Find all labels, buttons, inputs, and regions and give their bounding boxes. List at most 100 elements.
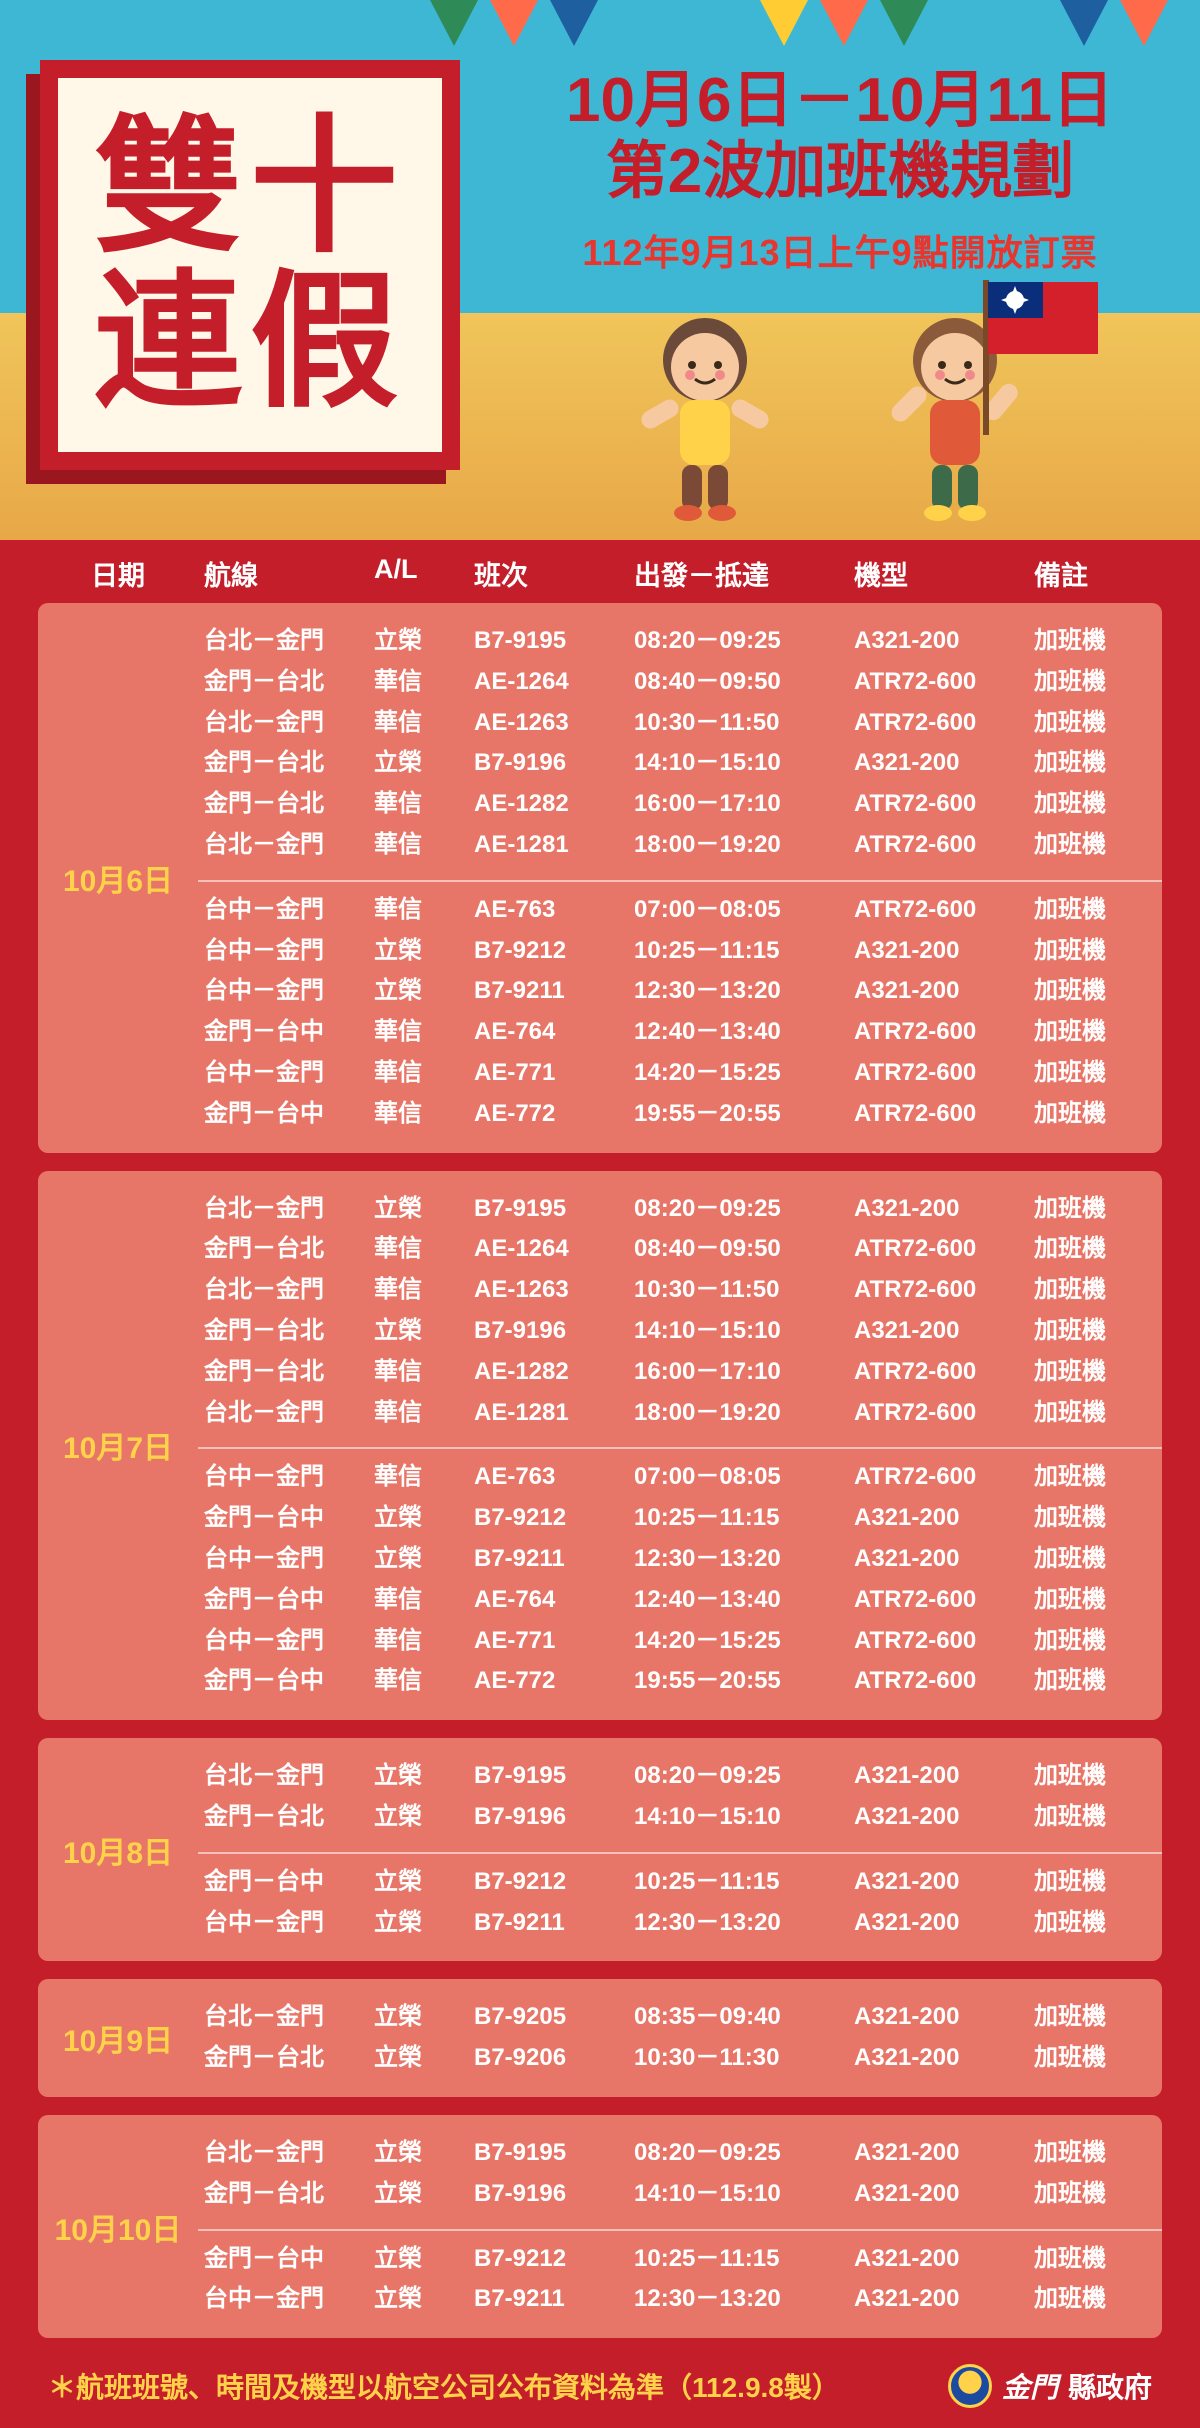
cell-route: 金門－台北	[198, 662, 368, 703]
cell-model: A321-200	[848, 2239, 1028, 2280]
cell-route: 金門－台北	[198, 1797, 368, 1838]
pennant-icon	[1120, 0, 1168, 46]
table-row: 台中－金門華信AE-77114:20－15:25ATR72-600加班機	[198, 1053, 1162, 1094]
cell-al: 華信	[368, 1457, 468, 1498]
cell-model: ATR72-600	[848, 1580, 1028, 1621]
table-row: 金門－台北立榮B7-919614:10－15:10A321-200加班機	[198, 2174, 1162, 2215]
cell-al: 立榮	[368, 743, 468, 784]
cell-al: 華信	[368, 784, 468, 825]
cell-route: 台北－金門	[198, 621, 368, 662]
cell-route: 台中－金門	[198, 2279, 368, 2320]
cell-time: 08:20－09:25	[628, 2133, 848, 2174]
cell-model: A321-200	[848, 2133, 1028, 2174]
cell-route: 金門－台北	[198, 2038, 368, 2079]
cell-al: 華信	[368, 1352, 468, 1393]
cell-note: 加班機	[1028, 2133, 1158, 2174]
cell-al: 華信	[368, 825, 468, 866]
col-date: 日期	[38, 554, 198, 593]
cell-al: 立榮	[368, 2133, 468, 2174]
table-row: 金門－台北立榮B7-919614:10－15:10A321-200加班機	[198, 1311, 1162, 1352]
cell-model: A321-200	[848, 743, 1028, 784]
cell-time: 12:30－13:20	[628, 2279, 848, 2320]
cell-model: A321-200	[848, 1862, 1028, 1903]
cell-flight: AE-771	[468, 1053, 628, 1094]
table-row: 台中－金門華信AE-77114:20－15:25ATR72-600加班機	[198, 1621, 1162, 1662]
cell-model: ATR72-600	[848, 703, 1028, 744]
table-row: 金門－台北華信AE-126408:40－09:50ATR72-600加班機	[198, 662, 1162, 703]
col-note: 備註	[1028, 554, 1158, 593]
cell-al: 立榮	[368, 1189, 468, 1230]
cell-note: 加班機	[1028, 1012, 1158, 1053]
cell-time: 14:10－15:10	[628, 743, 848, 784]
flight-groups: 台北－金門立榮B7-919508:20－09:25A321-200加班機金門－台…	[198, 1738, 1162, 1961]
cell-model: ATR72-600	[848, 784, 1028, 825]
cell-note: 加班機	[1028, 1498, 1158, 1539]
cell-time: 18:00－19:20	[628, 825, 848, 866]
cell-flight: B7-9211	[468, 1539, 628, 1580]
cell-al: 立榮	[368, 1797, 468, 1838]
pennant-icon	[1060, 0, 1108, 46]
cell-time: 08:20－09:25	[628, 621, 848, 662]
title-card: 雙十 連假	[40, 60, 460, 470]
table-header: 日期 航線 A/L 班次 出發－抵達 機型 備註	[38, 540, 1162, 603]
cell-flight: AE-1263	[468, 703, 628, 744]
date-label: 10月8日	[38, 1738, 198, 1961]
cell-flight: B7-9211	[468, 971, 628, 1012]
cell-flight: B7-9196	[468, 1797, 628, 1838]
pennant-icon	[880, 0, 928, 46]
cell-al: 華信	[368, 1229, 468, 1270]
flight-group: 台北－金門立榮B7-919508:20－09:25A321-200加班機金門－台…	[198, 1748, 1162, 1846]
cell-flight: AE-1282	[468, 784, 628, 825]
date-label: 10月9日	[38, 1979, 198, 2097]
cell-model: A321-200	[848, 621, 1028, 662]
cell-time: 19:55－20:55	[628, 1661, 848, 1702]
cell-note: 加班機	[1028, 621, 1158, 662]
cell-model: A321-200	[848, 1189, 1028, 1230]
day-card: 10月10日台北－金門立榮B7-919508:20－09:25A321-200加…	[38, 2115, 1162, 2338]
cell-route: 金門－台北	[198, 784, 368, 825]
cell-al: 立榮	[368, 1498, 468, 1539]
cell-route: 台中－金門	[198, 1539, 368, 1580]
cell-model: ATR72-600	[848, 825, 1028, 866]
cell-flight: B7-9205	[468, 1997, 628, 2038]
cell-route: 台中－金門	[198, 1053, 368, 1094]
cell-time: 14:20－15:25	[628, 1621, 848, 1662]
cell-time: 08:40－09:50	[628, 662, 848, 703]
cell-flight: AE-772	[468, 1094, 628, 1135]
cell-model: A321-200	[848, 971, 1028, 1012]
table-row: 台中－金門立榮B7-921112:30－13:20A321-200加班機	[198, 971, 1162, 1012]
cell-route: 台北－金門	[198, 1189, 368, 1230]
pennant-icon	[490, 0, 538, 46]
headline-line2: 第2波加班機規劃	[510, 136, 1170, 207]
cell-time: 19:55－20:55	[628, 1094, 848, 1135]
cell-flight: B7-9206	[468, 2038, 628, 2079]
table-row: 金門－台中華信AE-77219:55－20:55ATR72-600加班機	[198, 1661, 1162, 1702]
cell-flight: B7-9196	[468, 1311, 628, 1352]
cell-time: 12:40－13:40	[628, 1580, 848, 1621]
cell-model: ATR72-600	[848, 1457, 1028, 1498]
cell-note: 加班機	[1028, 1352, 1158, 1393]
table-row: 台中－金門華信AE-76307:00－08:05ATR72-600加班機	[198, 1457, 1162, 1498]
day-card: 10月9日台北－金門立榮B7-920508:35－09:40A321-200加班…	[38, 1979, 1162, 2097]
table-row: 金門－台中立榮B7-921210:25－11:15A321-200加班機	[198, 1498, 1162, 1539]
cell-time: 10:25－11:15	[628, 2239, 848, 2280]
headline-line3: 112年9月13日上午9點開放訂票	[510, 224, 1170, 276]
cell-note: 加班機	[1028, 1797, 1158, 1838]
cell-flight: AE-763	[468, 890, 628, 931]
cell-al: 立榮	[368, 1997, 468, 2038]
cell-al: 立榮	[368, 2279, 468, 2320]
table-row: 台中－金門立榮B7-921210:25－11:15A321-200加班機	[198, 931, 1162, 972]
cell-flight: AE-764	[468, 1012, 628, 1053]
table-row: 台北－金門華信AE-128118:00－19:20ATR72-600加班機	[198, 1393, 1162, 1434]
cell-flight: B7-9195	[468, 1756, 628, 1797]
cell-model: A321-200	[848, 2279, 1028, 2320]
cell-time: 14:20－15:25	[628, 1053, 848, 1094]
cell-note: 加班機	[1028, 743, 1158, 784]
cell-note: 加班機	[1028, 1457, 1158, 1498]
cell-time: 08:35－09:40	[628, 1997, 848, 2038]
table-row: 金門－台中華信AE-76412:40－13:40ATR72-600加班機	[198, 1012, 1162, 1053]
cell-al: 立榮	[368, 971, 468, 1012]
table-row: 金門－台北立榮B7-920610:30－11:30A321-200加班機	[198, 2038, 1162, 2079]
cell-model: ATR72-600	[848, 1393, 1028, 1434]
cell-model: ATR72-600	[848, 890, 1028, 931]
